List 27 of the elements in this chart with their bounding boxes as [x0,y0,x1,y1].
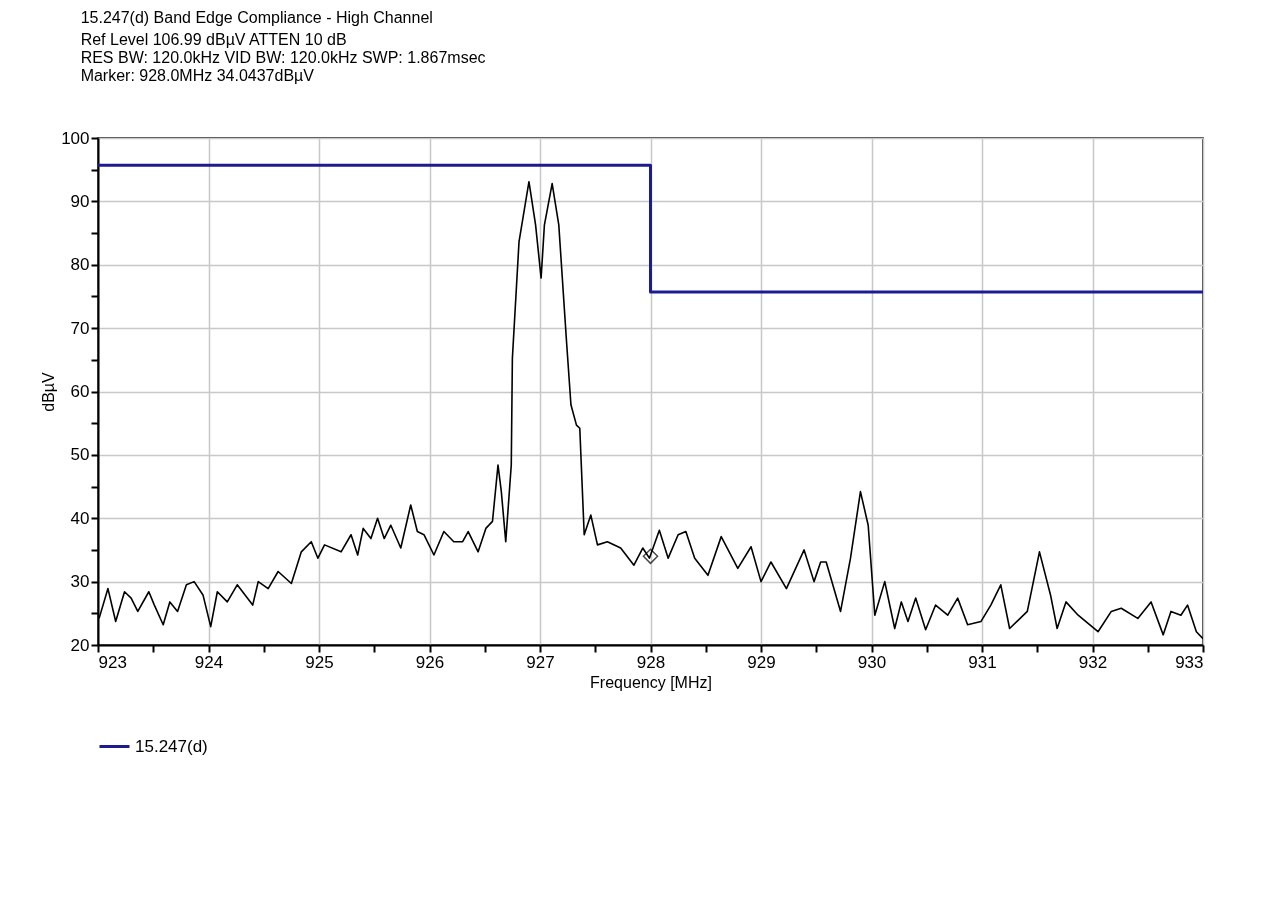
x-tick-label: 927 [526,652,555,672]
x-tick-label: 925 [305,652,334,672]
y-tick-label: 40 [70,508,90,528]
x-tick-label: 924 [194,652,224,672]
x-tick-label: 933 [1175,652,1204,672]
x-tick-label: 930 [857,652,887,672]
x-tick-label: 929 [747,652,776,672]
chart-title: 15.247(d) Band Edge Compliance - High Channel [80,9,433,26]
y-tick-label: 70 [70,318,90,338]
legend-label: 15.247(d) [135,736,208,756]
text: Marker: 928.0MHz 34.0437dBµV [80,67,315,84]
x-tick-label: 932 [1078,652,1108,672]
x-tick-label: 923 [98,652,127,672]
x-tick-label: 928 [636,652,666,672]
y-axis-title: dBµV [40,371,58,412]
y-tick-label: 80 [70,255,90,275]
y-tick-label: 30 [70,572,90,592]
y-tick-label: 20 [70,635,90,655]
text: RES BW: 120.0kHz VID BW: 120.0kHz SWP: 1.867msec [80,49,486,66]
x-tick-label: 931 [968,652,997,672]
y-tick-label: 100 [61,128,90,148]
y-tick-label: 90 [70,191,90,211]
x-axis-title: Frequency [MHz] [590,673,712,691]
text: Ref Level 106.99 dBµV ATTEN 10 dB [80,31,347,48]
y-tick-label: 50 [70,445,90,465]
y-tick-label: 60 [70,382,90,401]
x-tick-label: 926 [415,652,445,672]
